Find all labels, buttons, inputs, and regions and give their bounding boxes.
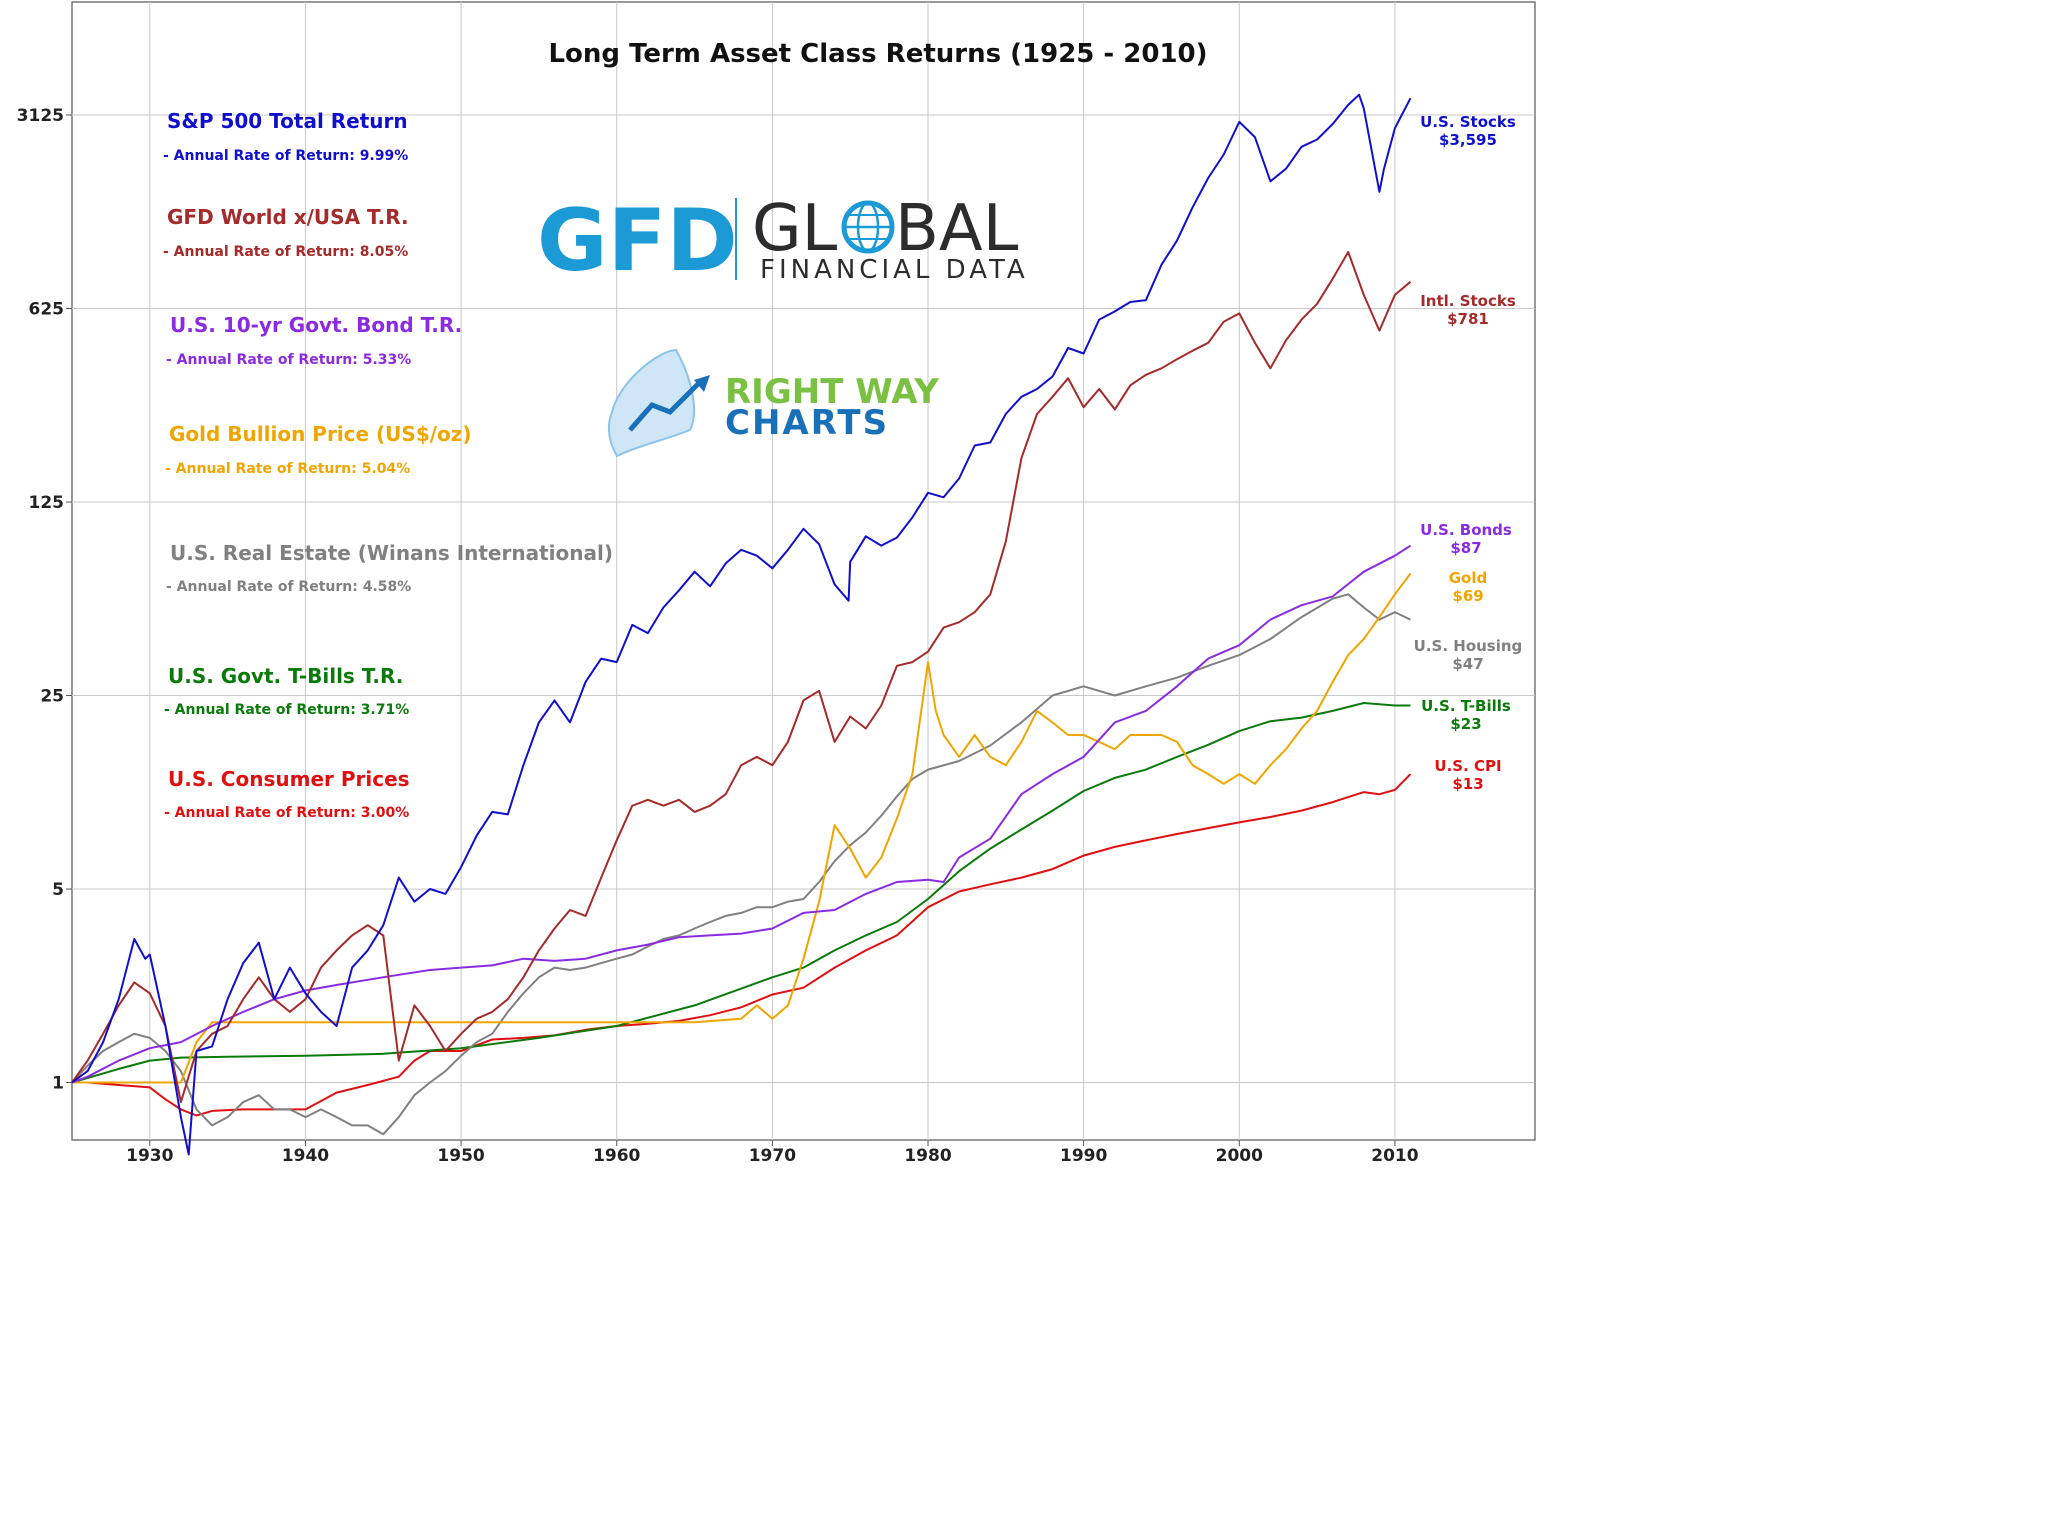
charts-text: CHARTS (725, 403, 889, 443)
end-label-name: U.S. Housing (1414, 637, 1523, 655)
end-label-value: $69 (1452, 587, 1483, 605)
arrow-head-icon (694, 375, 710, 392)
series-line-u-s-stocks (71, 93, 1412, 1156)
gfd-logo: GFD GL BAL FINANCIAL DATA (537, 191, 1029, 291)
end-label-value: $781 (1447, 310, 1489, 328)
legend-entry-rate: - Annual Rate of Return: 3.00% (164, 805, 409, 821)
legend: S&P 500 Total Return - Annual Rate of Ret… (163, 109, 613, 821)
y-tick-label: 625 (29, 300, 65, 320)
end-label-name: Intl. Stocks (1420, 292, 1516, 310)
legend-entry-name: U.S. Govt. T-Bills T.R. (168, 664, 403, 688)
legend-entry-name: U.S. 10-yr Govt. Bond T.R. (170, 313, 462, 337)
x-tick-label: 1970 (749, 1146, 796, 1166)
grid (72, 2, 1535, 1140)
plot-area (71, 1, 1536, 1141)
series-line-gold (72, 572, 1412, 1084)
end-label-value: $87 (1450, 539, 1481, 557)
legend-entry-name: S&P 500 Total Return (167, 109, 408, 133)
legend-entry-rate: - Annual Rate of Return: 5.04% (165, 461, 410, 477)
logo-divider (735, 198, 737, 280)
y-tick-label: 25 (40, 687, 64, 707)
series-line-u-s-bonds (71, 544, 1412, 1084)
legend-entry-rate: - Annual Rate of Return: 8.05% (163, 244, 408, 260)
arrow-icon (628, 380, 702, 432)
legend-entry-name: Gold Bullion Price (US$/oz) (169, 422, 472, 446)
end-label-name: U.S. Bonds (1420, 521, 1512, 539)
global-logo-text: GL (752, 192, 838, 266)
series-lines (71, 93, 1412, 1156)
y-tick-label: 125 (29, 493, 65, 513)
y-tick-label: 5 (52, 880, 64, 900)
legend-entry-name: GFD World x/USA T.R. (167, 205, 409, 229)
legend-entry-name: U.S. Real Estate (Winans International) (170, 541, 613, 565)
gfd-logo-text: GFD (537, 191, 738, 291)
legend-entry-rate: - Annual Rate of Return: 5.33% (166, 352, 411, 368)
end-label-value: $3,595 (1439, 131, 1497, 149)
x-tick-label: 1990 (1060, 1146, 1107, 1166)
x-tick-label: 2000 (1216, 1146, 1263, 1166)
series-line-u-s-t-bills (71, 702, 1411, 1084)
legend-entry-name: U.S. Consumer Prices (168, 767, 410, 791)
globe-icon (841, 200, 895, 254)
end-labels: U.S. Stocks$3,595 Intl. Stocks$781 U.S. Bo… (1414, 113, 1523, 793)
right-way-charts-logo: RIGHT WAY CHARTS (608, 348, 939, 458)
x-tick-label: 1950 (437, 1146, 484, 1166)
end-label-name: Gold (1449, 569, 1488, 587)
end-label-value: $13 (1452, 775, 1483, 793)
legend-entry-rate: - Annual Rate of Return: 9.99% (163, 148, 408, 164)
end-label-name: U.S. T-Bills (1421, 697, 1511, 715)
legend-entry-rate: - Annual Rate of Return: 4.58% (166, 579, 411, 595)
x-axis: 1930 1940 1950 1960 1970 1980 1990 2000 2010 (126, 1140, 1419, 1166)
end-label-value: $23 (1450, 715, 1481, 733)
x-tick-label: 1960 (593, 1146, 640, 1166)
financial-data-text: FINANCIAL DATA (760, 255, 1029, 285)
series-line-intl-stocks (71, 251, 1412, 1104)
series-line-u-s-cpi (72, 773, 1412, 1117)
series-line-u-s-housing (71, 593, 1411, 1136)
end-label-name: U.S. Stocks (1420, 113, 1516, 131)
end-label-name: U.S. CPI (1434, 757, 1501, 775)
y-axis: 1 5 25 125 625 3125 (17, 106, 72, 1094)
y-tick-label: 3125 (17, 106, 64, 126)
x-tick-label: 2010 (1371, 1146, 1418, 1166)
right-way-text: RIGHT WAY (725, 372, 939, 412)
legend-entry-rate: - Annual Rate of Return: 3.71% (164, 702, 409, 718)
x-tick-label: 1940 (282, 1146, 329, 1166)
x-tick-label: 1980 (904, 1146, 951, 1166)
y-tick-label: 1 (52, 1074, 64, 1094)
end-label-value: $47 (1452, 655, 1483, 673)
global-logo-text-tail: BAL (895, 192, 1019, 266)
chart-title: Long Term Asset Class Returns (1925 - 20… (548, 39, 1207, 69)
x-tick-label: 1930 (126, 1146, 173, 1166)
